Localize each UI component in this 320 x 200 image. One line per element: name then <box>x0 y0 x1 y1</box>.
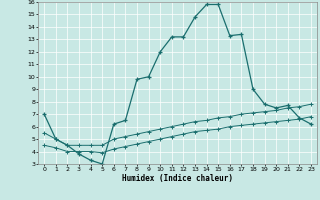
X-axis label: Humidex (Indice chaleur): Humidex (Indice chaleur) <box>122 174 233 183</box>
